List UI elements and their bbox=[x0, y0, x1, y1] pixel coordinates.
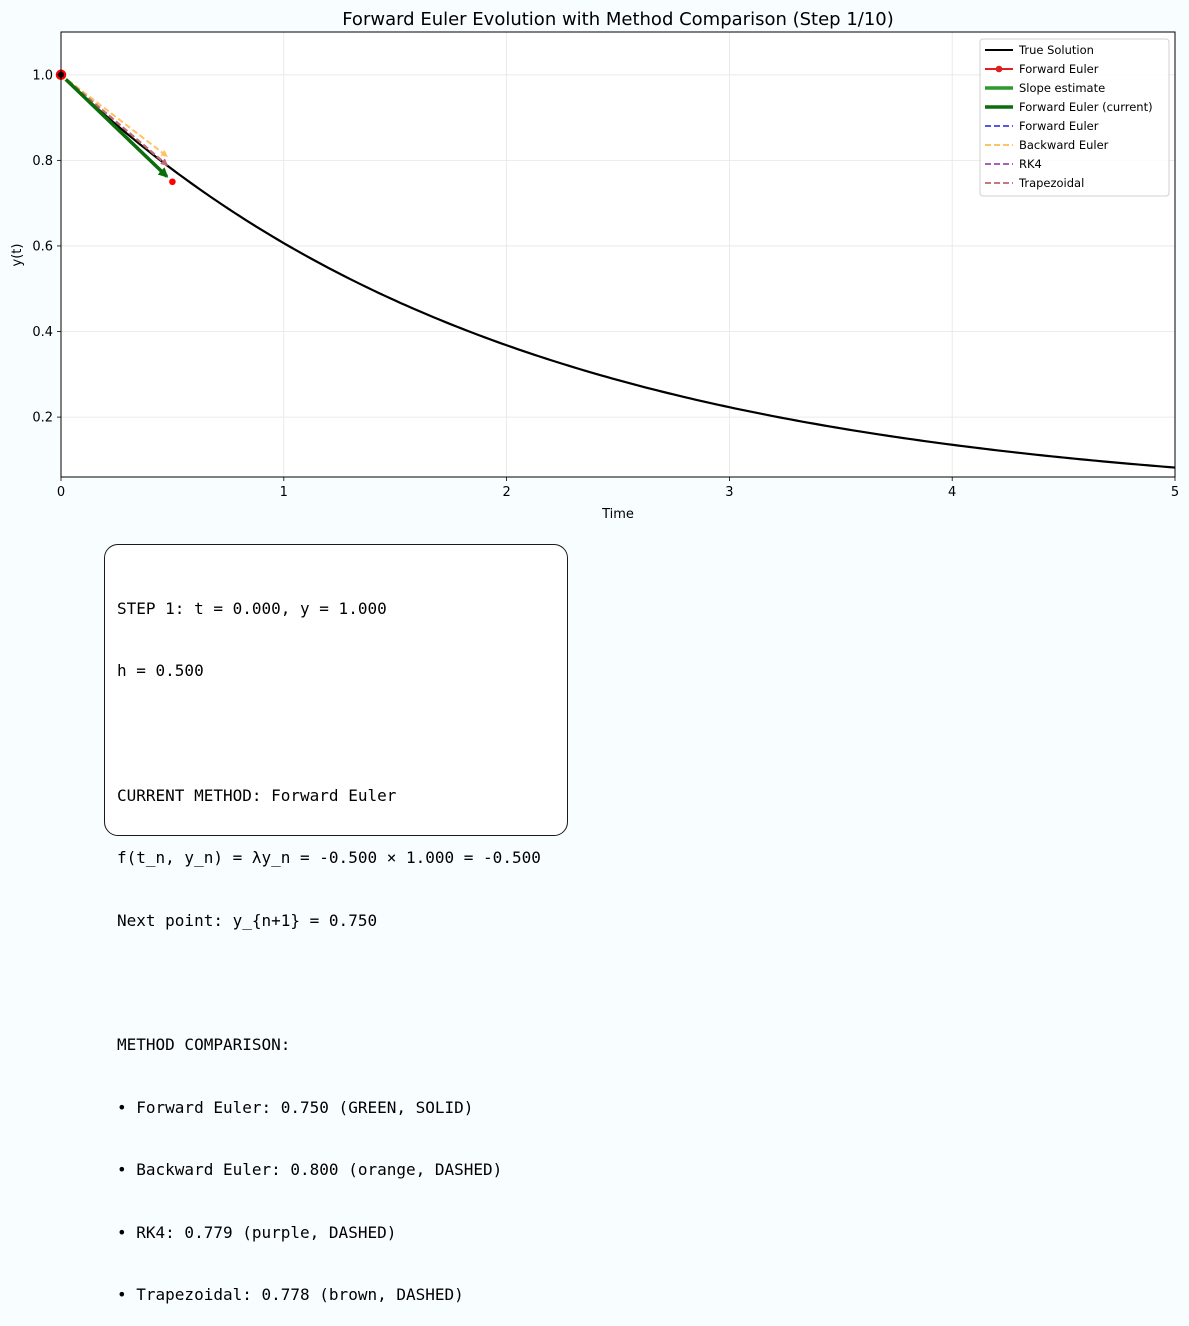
x-axis-label: Time bbox=[601, 507, 634, 522]
info-box: STEP 1: t = 0.000, y = 1.000 h = 0.500 C… bbox=[104, 544, 568, 1304]
x-tick-label: 5 bbox=[1171, 485, 1179, 500]
x-tick-label: 1 bbox=[280, 485, 288, 500]
y-axis-label: y(t) bbox=[10, 244, 25, 267]
info-line: CURRENT METHOD: Forward Euler bbox=[117, 785, 397, 805]
legend-marker bbox=[995, 65, 1003, 73]
x-tick-label: 0 bbox=[57, 485, 65, 500]
x-tick-label: 4 bbox=[948, 485, 956, 500]
y-tick-label: 0.6 bbox=[32, 239, 53, 254]
info-line: • Backward Euler: 0.800 (orange, DASHED) bbox=[117, 1160, 503, 1180]
true-solution-line bbox=[60, 73, 1176, 469]
info-line: • Forward Euler: 0.750 (GREEN, SOLID) bbox=[117, 1097, 474, 1117]
legend-box bbox=[979, 38, 1170, 197]
legend-label: Forward Euler bbox=[1019, 62, 1099, 76]
legend-label: Trapezoidal bbox=[1018, 176, 1084, 190]
legend-label: Forward Euler (current) bbox=[1019, 100, 1153, 114]
y-tick-label: 0.8 bbox=[32, 154, 53, 169]
current-method-arrow bbox=[59, 73, 169, 178]
legend-label: Backward Euler bbox=[1019, 138, 1109, 152]
x-tick-label: 3 bbox=[725, 485, 733, 500]
info-line bbox=[117, 973, 567, 994]
euler-point bbox=[169, 178, 176, 186]
legend-label: True Solution bbox=[1018, 43, 1094, 57]
y-tick-label: 0.4 bbox=[32, 325, 53, 340]
info-line: STEP 1: t = 0.000, y = 1.000 bbox=[117, 598, 387, 618]
chart-title: Forward Euler Evolution with Method Comp… bbox=[342, 9, 894, 30]
y-tick-label: 1.0 bbox=[32, 68, 53, 83]
legend-label: RK4 bbox=[1019, 157, 1042, 171]
axis-ticks: 0 1 2 3 4 5 0.2 0.4 0.6 0.8 1.0 bbox=[32, 68, 1179, 500]
plot-frame bbox=[60, 31, 1176, 478]
legend: True Solution Forward Euler Slope estimate… bbox=[979, 38, 1170, 197]
info-line: Next point: y_{n+1} = 0.750 bbox=[117, 910, 378, 930]
info-line bbox=[117, 723, 567, 744]
chart-figure: 0 1 2 3 4 5 0.2 0.4 0.6 0.8 1.0 Forward Euler Evol… bbox=[10, 9, 1179, 522]
info-line: h = 0.500 bbox=[117, 660, 204, 680]
legend-label: Forward Euler bbox=[1019, 119, 1099, 133]
info-line: f(t_n, y_n) = λy_n = -0.500 × 1.000 = -0… bbox=[117, 848, 541, 868]
legend-label: Slope estimate bbox=[1019, 81, 1105, 95]
info-line: • RK4: 0.779 (purple, DASHED) bbox=[117, 1222, 397, 1242]
info-line: • Trapezoidal: 0.778 (brown, DASHED) bbox=[117, 1284, 464, 1304]
x-tick-label: 2 bbox=[502, 485, 510, 500]
method-line bbox=[60, 73, 168, 157]
y-tick-label: 0.2 bbox=[32, 411, 53, 426]
info-line: METHOD COMPARISON: bbox=[117, 1035, 291, 1055]
